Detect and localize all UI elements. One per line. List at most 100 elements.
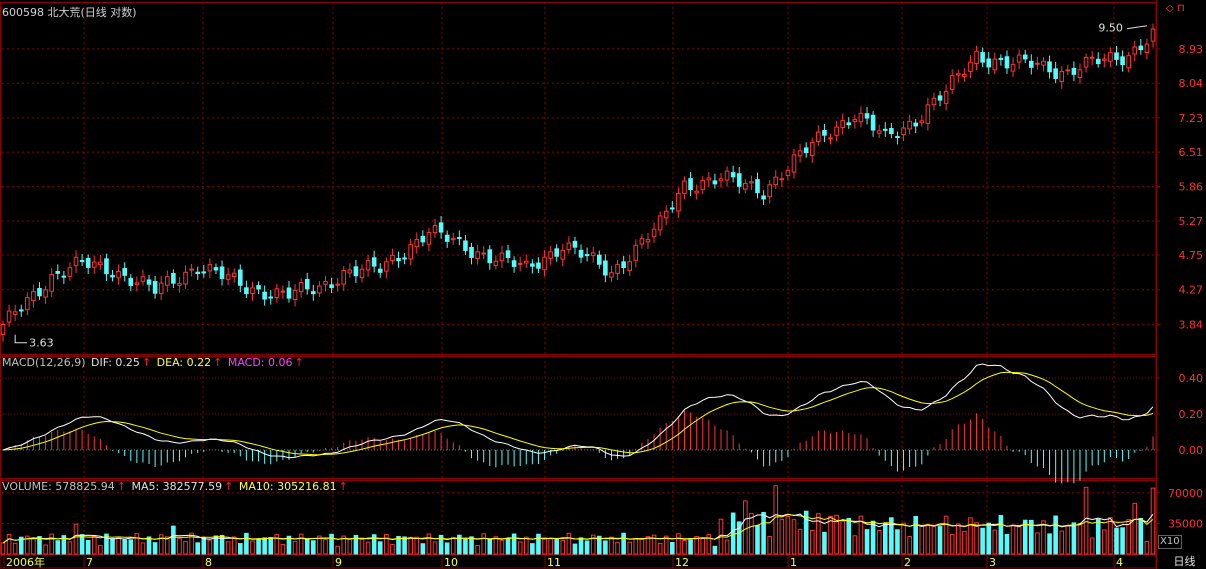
candle-body bbox=[438, 222, 444, 233]
volume-bar bbox=[955, 523, 961, 555]
candle bbox=[1016, 49, 1022, 70]
volume-tick-label: 70000 bbox=[1168, 487, 1203, 500]
volume-bar bbox=[840, 520, 845, 555]
candle-body bbox=[359, 268, 365, 279]
candle bbox=[590, 246, 596, 263]
volume-bar bbox=[85, 539, 91, 555]
candle bbox=[870, 111, 876, 137]
candle bbox=[603, 254, 608, 283]
volume-bar bbox=[317, 535, 322, 555]
volume-bar bbox=[949, 534, 955, 555]
volume-bar bbox=[1089, 537, 1095, 555]
volume-bar bbox=[329, 533, 334, 555]
candle-body bbox=[590, 252, 596, 257]
volume-bar bbox=[913, 515, 918, 555]
date-tick-label: 11 bbox=[547, 556, 561, 569]
candle-body bbox=[816, 131, 821, 142]
volume-bar bbox=[292, 540, 298, 555]
date-axis-strip bbox=[0, 554, 1157, 569]
candle bbox=[73, 250, 79, 273]
volume-bar bbox=[590, 534, 596, 555]
volume-bar bbox=[542, 537, 547, 555]
candle-body bbox=[797, 150, 803, 157]
candle bbox=[371, 250, 377, 273]
volume-bar bbox=[773, 485, 779, 555]
candle-body bbox=[171, 272, 176, 284]
candle-body bbox=[907, 120, 912, 130]
chart-controls[interactable]: ◇ ⊓ bbox=[1166, 3, 1185, 14]
volume-bar bbox=[749, 512, 754, 555]
candle bbox=[931, 92, 937, 111]
candle bbox=[438, 216, 444, 239]
volume-bar bbox=[919, 525, 925, 555]
candle bbox=[238, 264, 243, 293]
dif-up-arrow: ↑ bbox=[141, 356, 152, 369]
candle-body bbox=[12, 311, 18, 315]
candle bbox=[615, 260, 620, 280]
candle-body bbox=[152, 281, 158, 294]
candle-body bbox=[353, 266, 359, 277]
candle-body bbox=[761, 195, 766, 200]
volume-bar bbox=[396, 535, 401, 555]
candle-body bbox=[1126, 55, 1131, 69]
candle-body bbox=[688, 178, 693, 191]
candle bbox=[408, 238, 413, 266]
volume-bar bbox=[1095, 519, 1101, 555]
candle bbox=[384, 257, 389, 279]
candle bbox=[980, 47, 985, 68]
volume-bar bbox=[128, 539, 134, 555]
candle-body bbox=[365, 260, 371, 271]
candle-body bbox=[207, 264, 213, 272]
volume-bar bbox=[1077, 522, 1083, 555]
volume-bar bbox=[158, 534, 164, 555]
candle-body bbox=[663, 210, 669, 219]
candle-body bbox=[834, 126, 839, 136]
candle bbox=[481, 246, 486, 260]
dea-value: DEA: 0.22 bbox=[156, 356, 212, 369]
candle bbox=[457, 230, 462, 246]
candle bbox=[809, 137, 815, 163]
volume-bar bbox=[384, 534, 389, 555]
candle bbox=[1120, 50, 1125, 72]
candle bbox=[846, 117, 852, 129]
macd-header: MACD(12,26,9) DIF: 0.25 ↑ DEA: 0.22 ↑ MACD… bbox=[2, 356, 306, 369]
period-button[interactable]: 日线 bbox=[1173, 555, 1196, 568]
ma5-up-arrow: ↑ bbox=[224, 480, 234, 493]
volume-bar bbox=[475, 545, 480, 555]
candle bbox=[213, 263, 219, 275]
candle-body bbox=[432, 224, 438, 234]
candle-body bbox=[1089, 56, 1095, 59]
volume-bar bbox=[432, 541, 438, 555]
candle-body bbox=[523, 260, 529, 264]
candle bbox=[469, 242, 474, 265]
volume-bar bbox=[231, 536, 237, 555]
candle-body bbox=[134, 282, 140, 285]
candle-body bbox=[596, 254, 602, 265]
volume-bar bbox=[280, 543, 286, 555]
candle-body bbox=[450, 237, 456, 241]
volume-bar bbox=[889, 517, 894, 555]
volume-bar bbox=[177, 537, 182, 555]
candle bbox=[304, 272, 310, 295]
volume-bar bbox=[0, 542, 6, 555]
candle bbox=[968, 55, 973, 78]
candle-body bbox=[889, 128, 894, 135]
volume-bar bbox=[755, 525, 760, 555]
candle bbox=[128, 274, 134, 292]
candle bbox=[627, 254, 633, 276]
candle bbox=[329, 277, 334, 294]
volume-bar bbox=[931, 525, 937, 555]
price-tick-label: 7.23 bbox=[1179, 112, 1204, 125]
candle-body bbox=[925, 104, 931, 124]
volume-bar bbox=[67, 541, 73, 555]
candle-body bbox=[250, 287, 255, 294]
candle bbox=[536, 257, 541, 274]
candle-body bbox=[1041, 60, 1046, 66]
volume-bar bbox=[809, 529, 815, 555]
candle-body bbox=[384, 261, 389, 272]
candle bbox=[244, 280, 249, 299]
candle-body bbox=[183, 271, 188, 285]
volume-bar bbox=[171, 525, 176, 555]
candle-body bbox=[280, 290, 286, 293]
